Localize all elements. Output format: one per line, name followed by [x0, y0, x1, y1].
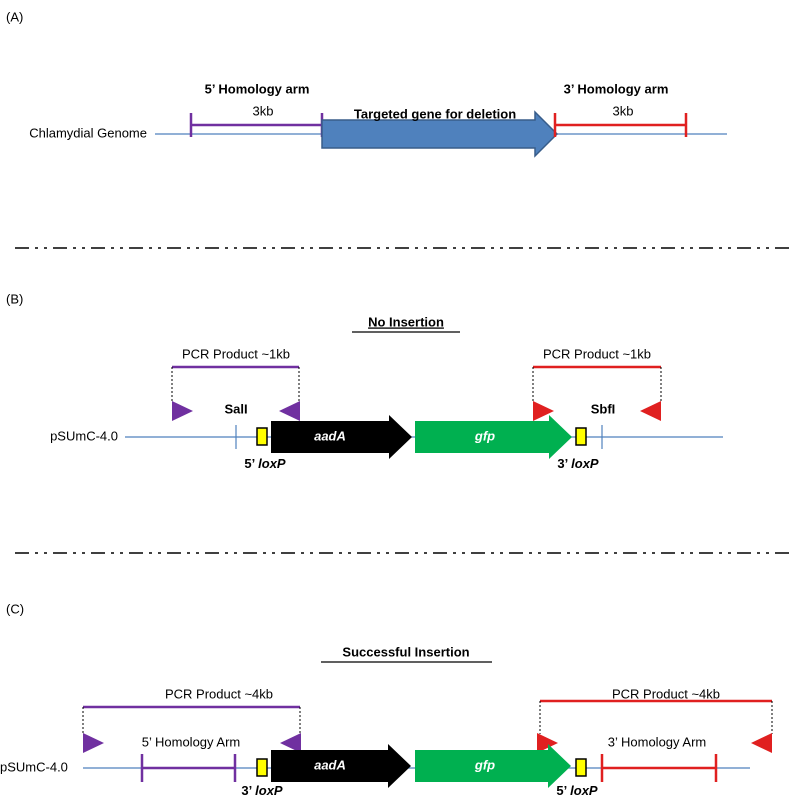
panel-label: (B)	[6, 291, 23, 306]
loxp-prime: 3’	[557, 456, 567, 471]
loxp-prime: 3’	[241, 783, 251, 798]
site-label: SalI	[224, 401, 247, 416]
pcr-guide	[82, 707, 301, 734]
homology-arm	[600, 754, 718, 782]
pcr-label: PCR Product ~4kb	[612, 686, 720, 701]
pcr-guide	[171, 367, 300, 402]
arm-title: 3’ Homology arm	[564, 81, 669, 96]
right-arm	[553, 113, 688, 137]
loxp-label: 5’ loxP	[244, 456, 286, 471]
pcr-label: PCR Product ~1kb	[543, 346, 651, 361]
loxp-name: loxP	[255, 783, 283, 798]
gene-label: gfp	[474, 428, 495, 443]
primer	[172, 401, 193, 421]
site-label: SbfI	[591, 401, 616, 416]
genome-label: Chlamydial Genome	[29, 125, 147, 140]
primer	[537, 733, 558, 753]
pcr-guide	[539, 701, 773, 734]
pcr-label: PCR Product ~1kb	[182, 346, 290, 361]
gfp-arrow	[415, 415, 572, 459]
loxp-prime: 5’	[244, 456, 254, 471]
gene-label: gfp	[474, 757, 495, 772]
gene-label: aadA	[314, 428, 346, 443]
panel-title: No Insertion	[368, 314, 444, 329]
plasmid-label: pSUmC-4.0	[0, 759, 68, 774]
gene-label: Targeted gene for deletion	[354, 106, 516, 121]
plasmid-label: pSUmC-4.0	[50, 428, 118, 443]
primer	[751, 733, 772, 753]
loxp-name: loxP	[570, 783, 598, 798]
loxp-box	[575, 427, 587, 446]
loxp-name: loxP	[258, 456, 286, 471]
panel-label: (C)	[6, 601, 24, 616]
primer	[83, 733, 104, 753]
arm-size: 3kb	[613, 103, 634, 118]
pcr-guide	[532, 367, 662, 402]
pcr-label: PCR Product ~4kb	[165, 686, 273, 701]
arm-title: 5’ Homology arm	[205, 81, 310, 96]
loxp-prime: 5’	[556, 783, 566, 798]
primer	[280, 733, 301, 753]
arm-label: 3’ Homology Arm	[608, 734, 707, 749]
arm-size: 3kb	[253, 103, 274, 118]
homology-arm	[140, 754, 237, 782]
primer	[533, 401, 554, 421]
loxp-box	[256, 427, 268, 446]
aada-arrow	[271, 415, 412, 459]
panel-label: (A)	[6, 9, 23, 24]
loxp-label: 3’ loxP	[557, 456, 599, 471]
loxp-box	[575, 758, 587, 777]
gene-arrow	[321, 110, 559, 158]
primer	[279, 401, 300, 421]
gene-label: aadA	[314, 757, 346, 772]
gfp-arrow	[415, 744, 571, 788]
loxp-name: loxP	[571, 456, 599, 471]
loxp-label: 5’ loxP	[556, 783, 598, 798]
arm-label: 5’ Homology Arm	[142, 734, 241, 749]
loxp-label: 3’ loxP	[241, 783, 283, 798]
loxp-box	[256, 758, 268, 777]
primer	[640, 401, 661, 421]
aada-arrow	[271, 744, 411, 788]
panel-title: Successful Insertion	[342, 644, 469, 659]
